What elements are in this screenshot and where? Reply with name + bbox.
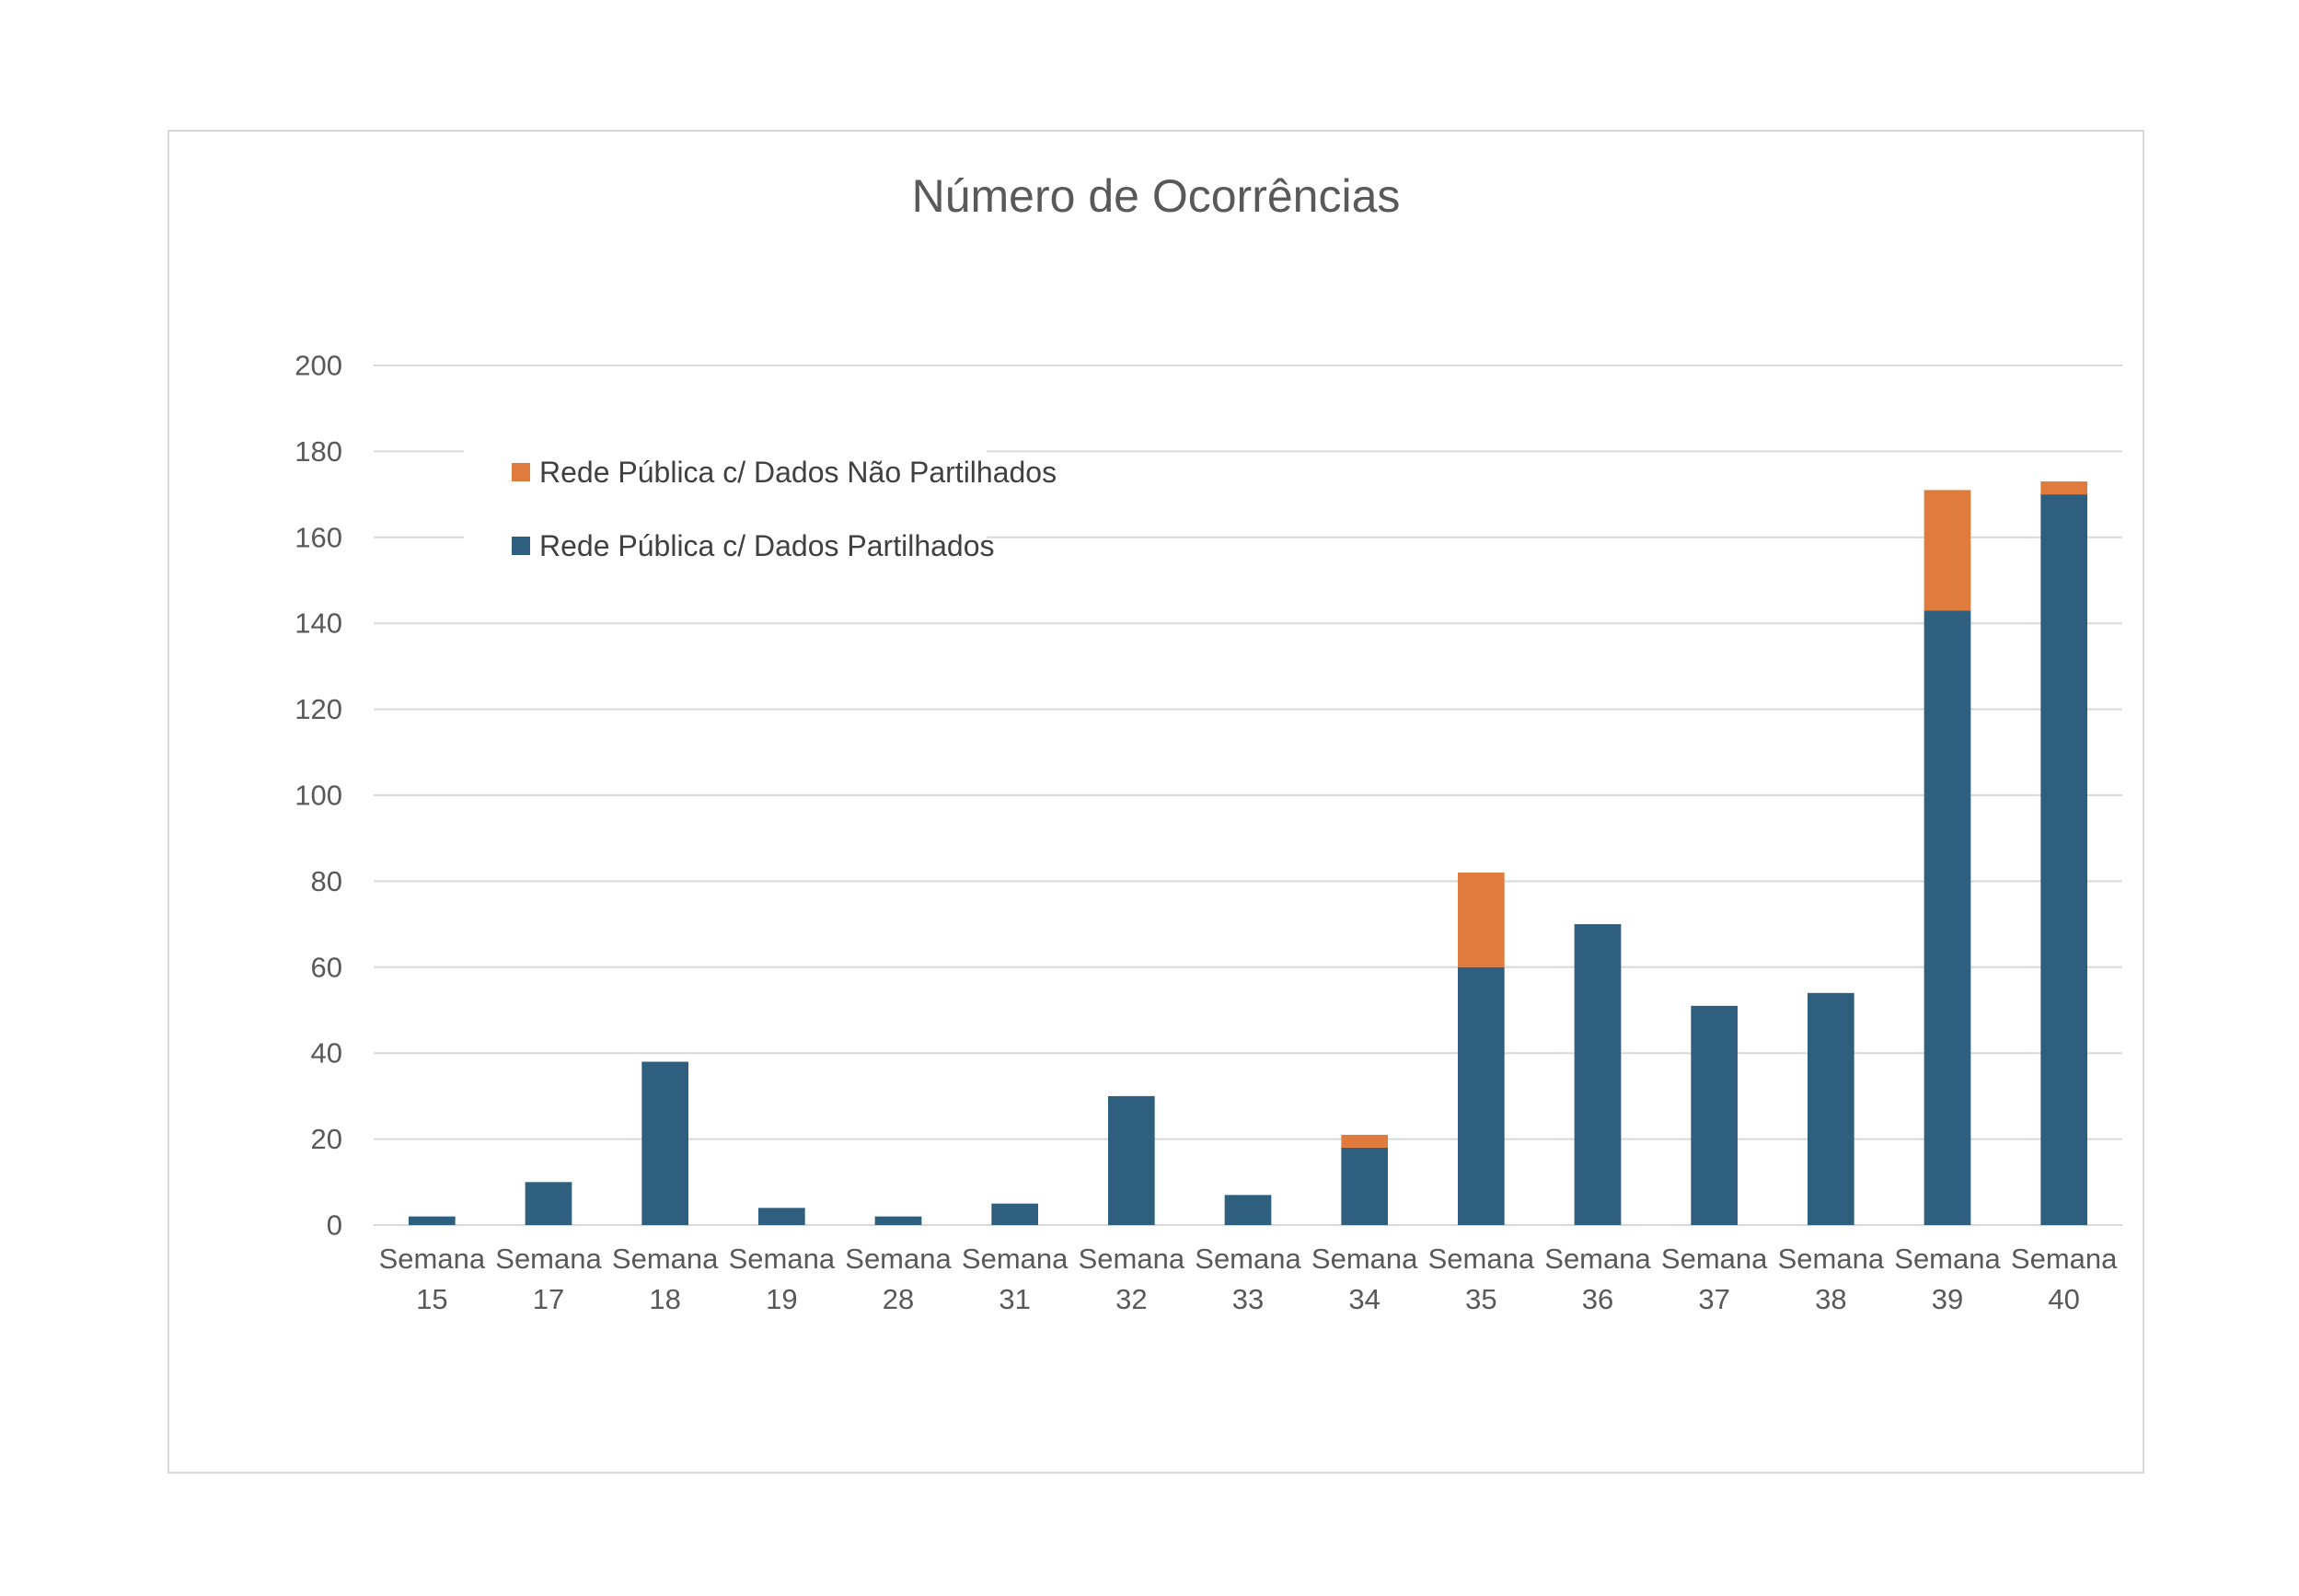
- bar: [1691, 1005, 1738, 1225]
- x-tick-label: Semana 36: [1544, 1243, 1651, 1315]
- y-tick-label: 180: [295, 435, 342, 468]
- bar: [1458, 873, 1505, 967]
- bar: [1341, 1147, 1388, 1225]
- bar: [2040, 494, 2087, 1225]
- x-tick-label: Semana 33: [1195, 1243, 1301, 1315]
- y-tick-label: 100: [295, 780, 342, 812]
- x-tick-label: Semana 15: [379, 1243, 486, 1315]
- x-tick-label: Semana 18: [612, 1243, 719, 1315]
- x-tick-label: Semana 17: [495, 1243, 602, 1315]
- bar: [1458, 966, 1505, 1225]
- x-tick-label: Semana 38: [1778, 1243, 1885, 1315]
- x-tick-label: Semana 40: [2011, 1243, 2118, 1315]
- y-tick-label: 200: [295, 350, 342, 382]
- y-tick-label: 80: [311, 865, 342, 897]
- legend-swatch: [512, 537, 530, 555]
- x-tick-label: Semana 31: [962, 1243, 1069, 1315]
- bar: [758, 1208, 805, 1225]
- y-tick-label: 60: [311, 951, 342, 983]
- chart-title: Número de Ocorrências: [912, 170, 1401, 222]
- bar: [1108, 1095, 1155, 1225]
- bar: [874, 1216, 922, 1225]
- y-tick-label: 0: [327, 1209, 342, 1242]
- legend-background: [464, 426, 987, 550]
- x-tick-label: Semana 32: [1079, 1243, 1185, 1315]
- y-tick-label: 140: [295, 607, 342, 640]
- bar: [409, 1216, 456, 1225]
- bar: [2040, 481, 2087, 495]
- y-tick-label: 40: [311, 1037, 342, 1070]
- legend-label: Rede Pública c/ Dados Partilhados: [539, 529, 995, 562]
- bar: [1924, 490, 1971, 611]
- bars: [409, 481, 2087, 1225]
- bar: [1574, 924, 1622, 1225]
- x-tick-label: Semana 28: [845, 1243, 952, 1315]
- chart-frame: Número de Ocorrências 0 20 40 60 80 100 120 140…: [168, 130, 2144, 1474]
- y-tick-label: 160: [295, 521, 342, 553]
- legend-swatch: [512, 463, 530, 481]
- y-tick-label: 120: [295, 693, 342, 725]
- x-tick-label: Semana 35: [1428, 1243, 1535, 1315]
- x-tick-label: Semana 34: [1311, 1243, 1418, 1315]
- chart-svg: Número de Ocorrências 0 20 40 60 80 100 120 140…: [295, 170, 2122, 1315]
- bar: [991, 1203, 1038, 1225]
- bar: [1224, 1195, 1272, 1225]
- x-tick-label: Semana 37: [1661, 1243, 1768, 1315]
- y-tick-label: 20: [311, 1123, 342, 1155]
- bar: [641, 1061, 688, 1225]
- bar: [1808, 992, 1854, 1225]
- bar: [1924, 610, 1971, 1225]
- x-tick-label: Semana 39: [1894, 1243, 2001, 1315]
- bar: [525, 1182, 572, 1225]
- bar: [1341, 1134, 1388, 1148]
- y-axis-tick-labels: 0 20 40 60 80 100 120 140 160 180 200: [295, 350, 342, 1242]
- legend-label: Rede Pública c/ Dados Não Partilhados: [539, 456, 1057, 489]
- x-tick-label: Semana 19: [729, 1243, 836, 1315]
- legend: Rede Pública c/ Dados Não Partilhados Red…: [464, 426, 1057, 562]
